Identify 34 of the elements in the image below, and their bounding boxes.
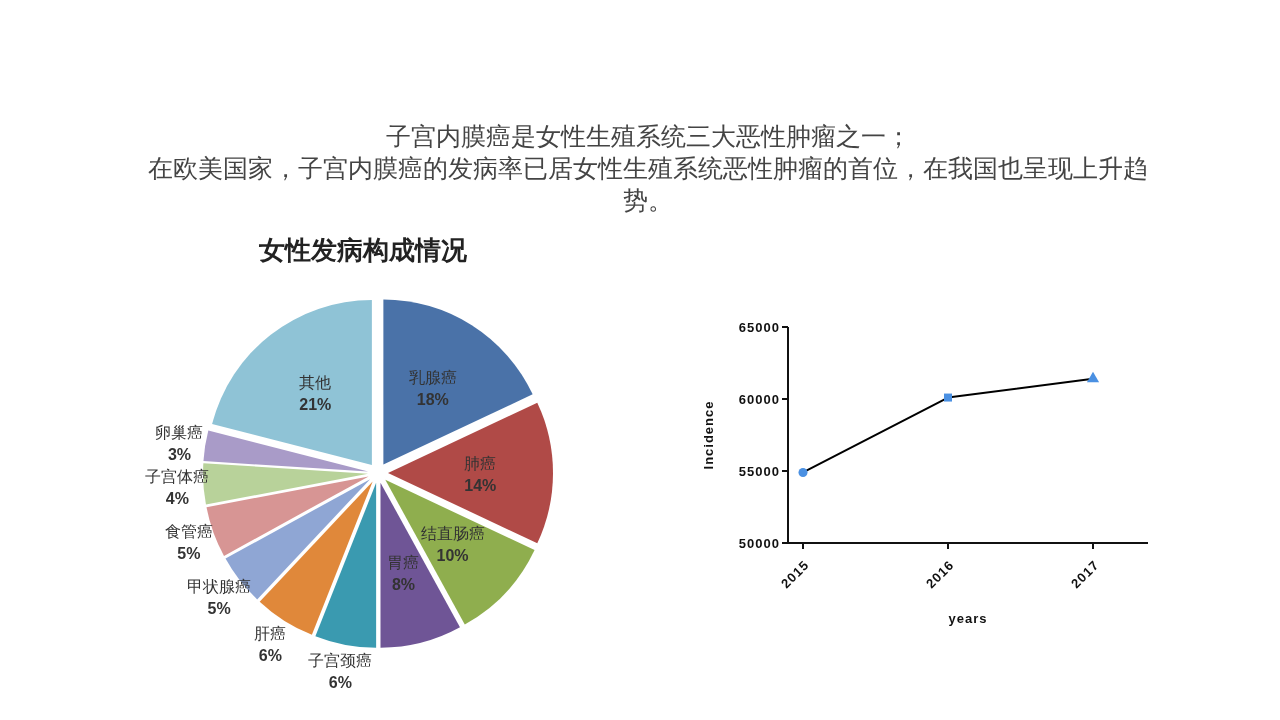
text: 子宫内膜癌是女性生殖系统三大恶性肿瘤之一； <box>384 121 912 152</box>
x-axis-title: years <box>948 611 988 626</box>
data-label: 5% <box>207 600 231 618</box>
data-label: 4% <box>165 489 189 507</box>
y-tick-label: 55000 <box>738 463 780 479</box>
slice-label: 甲状腺癌 <box>187 578 252 596</box>
slice-label: 肝癌 <box>254 624 287 642</box>
y-tick-label: 50000 <box>738 535 780 551</box>
y-axis-title: Incidence <box>700 400 716 470</box>
text: 在欧美国家，子宫内膜癌的发病率已居女性生殖系统恶性肿瘤的首位，在我国也呈现上升趋势。 <box>147 153 1149 216</box>
slice-label: 其他 <box>299 374 332 392</box>
data-label: 5% <box>177 545 201 563</box>
slice-label: 肺癌 <box>464 455 497 472</box>
slice-label: 子宫颈癌 <box>308 652 373 670</box>
data-label: 10% <box>436 547 469 565</box>
data-label: 14% <box>464 477 497 494</box>
data-label: 18% <box>416 390 449 408</box>
point <box>798 467 808 477</box>
y-tick-label: 65000 <box>738 319 780 335</box>
point <box>1086 371 1100 383</box>
data-label: 6% <box>258 646 282 664</box>
slice-label: 结直肠癌 <box>420 525 485 543</box>
y-tick-label: 60000 <box>738 391 780 407</box>
slice-label: 食管癌 <box>164 523 213 541</box>
slice-label: 卵巢癌 <box>155 423 204 441</box>
slice-label: 乳腺癌 <box>408 368 457 386</box>
data-label: 6% <box>328 674 352 692</box>
data-label: 8% <box>391 576 415 594</box>
data-label: 21% <box>299 396 332 414</box>
slice-label: 子宫体癌 <box>145 467 210 485</box>
point <box>944 393 952 402</box>
chart-title: 女性发病构成情况 <box>258 234 468 267</box>
slice-label: 胃癌 <box>387 554 420 572</box>
data-label: 3% <box>167 445 192 463</box>
